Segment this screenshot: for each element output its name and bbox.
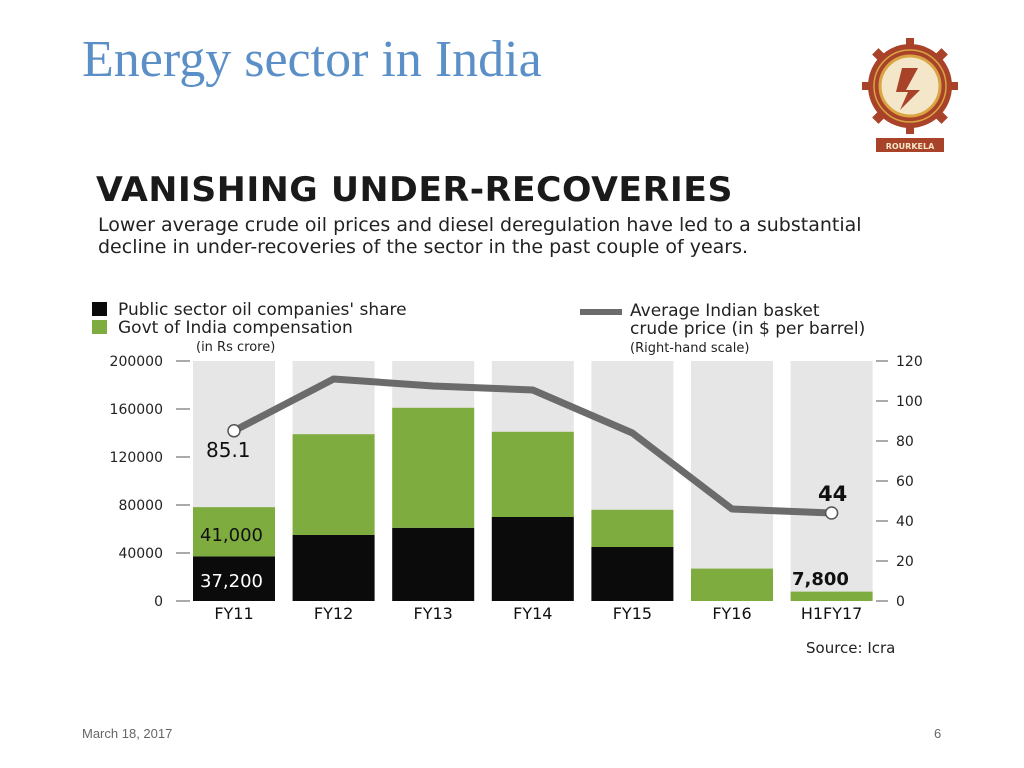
x-axis-tick-label: FY16 <box>712 604 751 623</box>
x-axis-tick-label: FY11 <box>214 604 253 623</box>
legend-swatch-green <box>92 320 107 334</box>
x-axis-tick-label: H1FY17 <box>801 604 863 623</box>
bar-public-sector-share <box>491 517 574 601</box>
annotation-h1fy17-price: 44 <box>818 482 847 506</box>
right-axis-tick-label: 60 <box>896 474 914 490</box>
bar-public-sector-share <box>392 527 475 601</box>
bar-govt-compensation <box>292 434 375 535</box>
bar-govt-compensation <box>193 507 275 557</box>
footer-date: March 18, 2017 <box>82 726 173 741</box>
x-axis-tick-label: FY13 <box>414 604 453 623</box>
left-axis-tick-label: 160000 <box>110 402 163 418</box>
right-axis-tick-label: 40 <box>896 514 914 530</box>
annotation-fy11-black: 37,200 <box>200 571 263 592</box>
chart-line <box>227 375 839 520</box>
right-axis-tick-label: 0 <box>896 594 905 610</box>
legend-line-label-3: (Right-hand scale) <box>630 341 749 356</box>
legend-line-label-1: Average Indian basket <box>630 301 820 321</box>
right-axis-tick-label: 120 <box>896 354 923 370</box>
column-background <box>691 361 773 601</box>
bar-public-sector-share <box>292 535 375 601</box>
nit-rourkela-logo: ROURKELA <box>862 38 958 152</box>
left-axis-tick-label: 0 <box>154 594 163 610</box>
x-axis-tick-label: FY15 <box>613 604 652 623</box>
bar-govt-compensation <box>691 568 773 601</box>
chart-subtitle: Lower average crude oil prices and diese… <box>98 214 862 258</box>
slide-title: Energy sector in India <box>82 31 542 88</box>
legend-label-green: Govt of India compensation <box>118 318 353 338</box>
legend-line-label-2: crude price (in $ per barrel) <box>630 319 865 339</box>
x-axis-tick-label: FY12 <box>314 604 353 623</box>
annotation-h1fy17-green: 7,800 <box>792 569 849 590</box>
left-axis-tick-label: 200000 <box>110 354 163 370</box>
left-axis-tick-label: 80000 <box>118 498 163 514</box>
right-axis-tick-label: 20 <box>896 554 914 570</box>
left-axis-tick-label: 40000 <box>118 546 163 562</box>
legend-swatch-black <box>92 302 107 316</box>
right-axis-tick-label: 100 <box>896 394 923 410</box>
chart-axes: 0 40000 80000 120000 160000 200000 0 20 40 60 80 10… <box>110 354 923 623</box>
logo-text: ROURKELA <box>886 142 935 151</box>
bar-govt-compensation <box>392 407 475 528</box>
crude-price-point <box>824 506 839 520</box>
bar-govt-compensation <box>591 509 674 547</box>
crude-price-point <box>227 424 241 438</box>
chart-bars <box>193 407 873 601</box>
column-background <box>790 361 873 601</box>
left-axis-unit: (in Rs crore) <box>196 340 275 355</box>
crude-price-line <box>230 375 836 517</box>
bar-govt-compensation <box>491 431 574 517</box>
bar-govt-compensation <box>790 591 873 601</box>
logo-banner <box>876 138 944 152</box>
chart-source: Source: Icra <box>806 639 895 657</box>
legend-label-black: Public sector oil companies' share <box>118 300 407 320</box>
left-axis-tick-label: 120000 <box>110 450 163 466</box>
annotation-fy11-green: 41,000 <box>200 525 263 546</box>
x-axis-tick-label: FY14 <box>513 604 552 623</box>
bar-public-sector-share <box>591 547 674 601</box>
bar-public-sector-share <box>193 556 275 601</box>
page-number: 6 <box>934 726 942 741</box>
chart-title: VANISHING UNDER-RECOVERIES <box>96 170 733 210</box>
annotation-fy11-price: 85.1 <box>206 438 251 462</box>
right-axis-tick-label: 80 <box>896 434 914 450</box>
